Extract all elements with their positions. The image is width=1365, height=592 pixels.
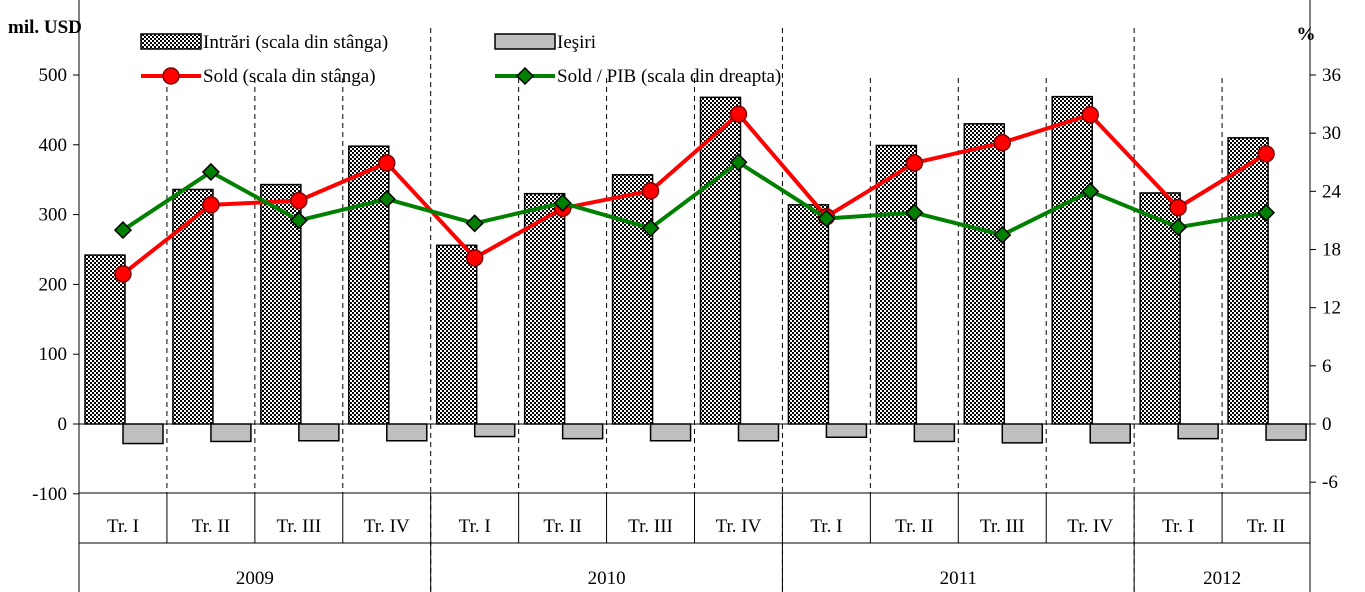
right-tick-label: 12	[1322, 298, 1341, 319]
legend-outflows-label: Ieşiri	[557, 32, 596, 53]
outflow-bar	[210, 423, 252, 443]
right-axis-unit: %	[1297, 24, 1316, 45]
category-label: Tr. I	[810, 516, 842, 537]
sold-gdp-point	[465, 214, 484, 233]
right-tick-label: 30	[1322, 123, 1341, 144]
sold-point	[378, 154, 396, 172]
sold-gdp-point	[201, 162, 220, 182]
left-tick-label: 500	[39, 65, 68, 86]
inflow-bar	[523, 192, 566, 425]
inflow-bar	[435, 244, 478, 425]
legend-inflows-swatch	[140, 33, 202, 50]
sold-point	[729, 105, 748, 123]
legend-sold-gdp-swatch-marker	[515, 66, 535, 86]
legend-sold-swatch-marker	[162, 67, 180, 85]
left-tick-label: -100	[32, 484, 67, 505]
inflow-bar	[84, 254, 126, 425]
sold-point	[641, 182, 660, 200]
outflow-bar	[913, 423, 956, 443]
sold-gdp-point	[553, 193, 572, 213]
sold-point	[1169, 198, 1187, 217]
outflow-bar	[122, 423, 164, 445]
left-tick-label: 0	[58, 414, 68, 435]
outflow-bar	[298, 423, 340, 442]
right-tick-label: 24	[1322, 181, 1342, 202]
category-label: Tr. III	[980, 516, 1025, 537]
legend-inflows-label: Intrări (scala din stânga)	[203, 32, 388, 53]
outflow-bar	[737, 423, 780, 442]
outflow-bar	[386, 423, 428, 442]
category-label: Tr. I	[1162, 516, 1194, 537]
sold-gdp-point	[905, 203, 924, 222]
sold-gdp-point	[817, 209, 836, 228]
sold-gdp-point	[1256, 203, 1276, 222]
left-axis-unit: mil. USD	[8, 17, 82, 38]
inflow-bar	[348, 145, 390, 425]
right-tick-label: 36	[1322, 65, 1341, 86]
inflow-bar	[1227, 137, 1269, 425]
category-label: Tr. II	[543, 516, 581, 537]
outflow-bar	[825, 423, 868, 439]
sold-gdp-point	[377, 190, 396, 209]
category-label: Tr. II	[895, 516, 933, 537]
inflow-bar	[787, 204, 830, 425]
legend-outflows-swatch	[494, 33, 556, 50]
left-tick-label: 300	[39, 205, 68, 226]
legend-sold-label: Sold (scala din stânga)	[203, 66, 376, 87]
sold-point	[465, 249, 484, 267]
year-label: 2012	[1203, 568, 1241, 589]
outflow-bar	[473, 423, 516, 438]
legend-sold-gdp-label: Sold / PIB (scala din dreapta)	[557, 66, 781, 87]
outflow-bar	[561, 423, 604, 440]
sold-gdp-line	[121, 160, 1267, 237]
sold-point	[1081, 106, 1099, 124]
left-tick-label: 400	[39, 135, 68, 156]
right-tick-label: -6	[1322, 472, 1338, 493]
year-label: 2011	[940, 568, 977, 589]
sold-point	[202, 196, 220, 214]
category-label: Tr. IV	[364, 516, 410, 537]
category-label: Tr. III	[628, 516, 673, 537]
outflow-bar	[1001, 423, 1044, 444]
sold-gdp-point	[113, 221, 133, 240]
sold-point	[1257, 145, 1275, 163]
outflow-bar	[1177, 423, 1219, 440]
outflow-bar	[649, 423, 692, 442]
sold-gdp-point	[641, 219, 660, 238]
right-tick-label: 0	[1322, 414, 1332, 435]
sold-point	[905, 154, 924, 172]
inflow-bar	[699, 96, 742, 425]
inflow-bar	[611, 174, 654, 425]
year-label: 2010	[588, 568, 626, 589]
category-label: Tr. IV	[1067, 516, 1113, 537]
left-tick-label: 100	[39, 344, 68, 365]
inflow-bar	[875, 144, 918, 425]
sold-gdp-point	[993, 225, 1012, 245]
sold-line	[121, 112, 1268, 276]
outflow-bar	[1089, 423, 1131, 444]
sold-gdp-point	[1081, 182, 1100, 201]
left-tick-label: 200	[39, 274, 68, 295]
outflow-bar	[1265, 423, 1307, 441]
sold-gdp-point	[729, 153, 748, 172]
category-label: Tr. II	[1247, 516, 1285, 537]
inflow-bar	[963, 123, 1006, 425]
inflow-bar	[172, 188, 214, 425]
inflow-bar	[1051, 95, 1093, 425]
category-label: Tr. III	[276, 516, 321, 537]
category-label: Tr. I	[107, 516, 139, 537]
right-tick-label: 18	[1322, 240, 1341, 261]
right-tick-label: 6	[1322, 356, 1332, 377]
category-label: Tr. II	[192, 516, 230, 537]
year-label: 2009	[236, 568, 274, 589]
sold-point	[114, 265, 132, 283]
category-label: Tr. IV	[716, 516, 762, 537]
sold-point	[993, 133, 1011, 152]
category-label: Tr. I	[459, 516, 491, 537]
sold-gdp-point	[1169, 218, 1188, 237]
sold-gdp-point	[289, 211, 308, 230]
sold-point	[290, 191, 308, 210]
